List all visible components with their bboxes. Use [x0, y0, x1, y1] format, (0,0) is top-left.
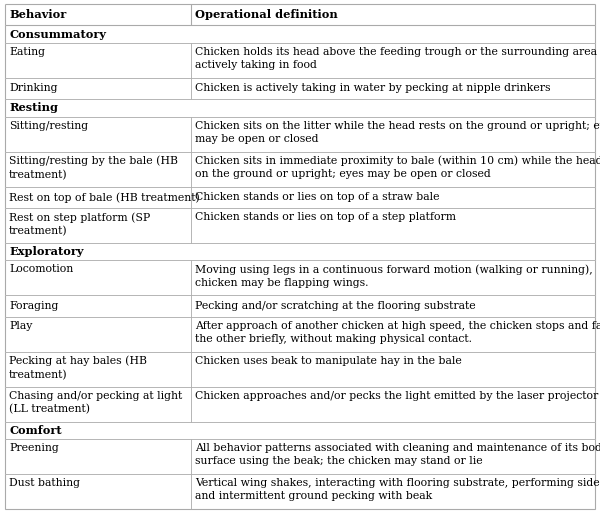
Text: Chicken uses beak to manipulate hay in the bale: Chicken uses beak to manipulate hay in t…: [195, 356, 461, 366]
Text: Preening: Preening: [9, 443, 59, 453]
Text: Sitting/resting by the bale (HB
treatment): Sitting/resting by the bale (HB treatmen…: [9, 155, 178, 180]
Text: Comfort: Comfort: [9, 425, 62, 436]
Text: Pecking and/or scratching at the flooring substrate: Pecking and/or scratching at the floorin…: [195, 301, 475, 311]
Text: Vertical wing shakes, interacting with flooring substrate, performing side-rubs,: Vertical wing shakes, interacting with f…: [195, 478, 600, 501]
Text: Chicken is actively taking in water by pecking at nipple drinkers: Chicken is actively taking in water by p…: [195, 84, 550, 93]
Text: Locomotion: Locomotion: [9, 264, 73, 274]
Text: Eating: Eating: [9, 47, 45, 57]
Text: Chicken stands or lies on top of a straw bale: Chicken stands or lies on top of a straw…: [195, 192, 439, 202]
Text: Chicken sits on the litter while the head rests on the ground or upright; eyes
m: Chicken sits on the litter while the hea…: [195, 121, 600, 144]
Text: Moving using legs in a continuous forward motion (walking or running),
chicken m: Moving using legs in a continuous forwar…: [195, 264, 593, 288]
Text: Chicken approaches and/or pecks the light emitted by the laser projector: Chicken approaches and/or pecks the ligh…: [195, 390, 598, 401]
Text: Operational definition: Operational definition: [195, 9, 338, 20]
Text: Sitting/resting: Sitting/resting: [9, 121, 88, 131]
Text: Dust bathing: Dust bathing: [9, 478, 80, 488]
Text: Consummatory: Consummatory: [9, 29, 106, 40]
Text: Chicken stands or lies on top of a step platform: Chicken stands or lies on top of a step …: [195, 212, 456, 222]
Text: Foraging: Foraging: [9, 301, 58, 311]
Text: Chasing and/or pecking at light
(LL treatment): Chasing and/or pecking at light (LL trea…: [9, 390, 182, 415]
Text: Pecking at hay bales (HB
treatment): Pecking at hay bales (HB treatment): [9, 356, 147, 380]
Text: Behavior: Behavior: [9, 9, 66, 20]
Text: Chicken sits in immediate proximity to bale (within 10 cm) while the head rests
: Chicken sits in immediate proximity to b…: [195, 155, 600, 180]
Text: Resting: Resting: [9, 103, 58, 113]
Text: All behavior patterns associated with cleaning and maintenance of its body
surfa: All behavior patterns associated with cl…: [195, 443, 600, 466]
Text: Rest on top of bale (HB treatment): Rest on top of bale (HB treatment): [9, 192, 200, 203]
Text: After approach of another chicken at high speed, the chicken stops and faces
the: After approach of another chicken at hig…: [195, 321, 600, 344]
Text: Rest on step platform (SP
treatment): Rest on step platform (SP treatment): [9, 212, 150, 236]
Text: Exploratory: Exploratory: [9, 246, 83, 257]
Text: Play: Play: [9, 321, 32, 331]
Text: Drinking: Drinking: [9, 84, 58, 93]
Text: Chicken holds its head above the feeding trough or the surrounding area and
acti: Chicken holds its head above the feeding…: [195, 47, 600, 70]
